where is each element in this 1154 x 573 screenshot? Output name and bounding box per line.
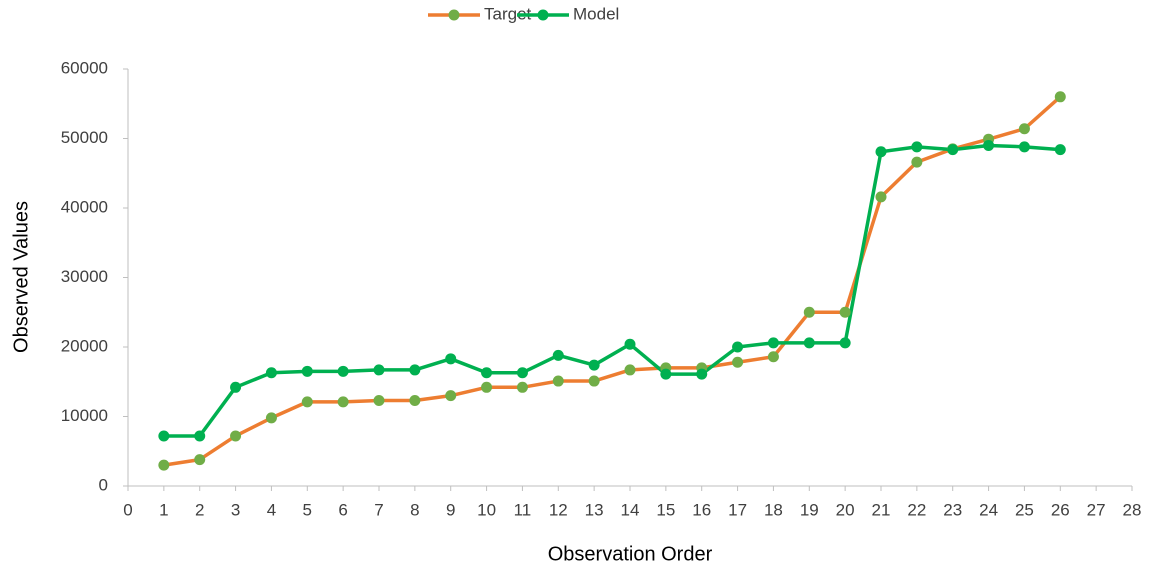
data-point — [803, 337, 815, 349]
y-tick-label: 20000 — [61, 336, 108, 355]
data-point — [337, 396, 349, 408]
x-tick-label: 9 — [446, 500, 455, 519]
x-tick-label: 17 — [728, 500, 747, 519]
x-tick-label: 12 — [549, 500, 568, 519]
x-axis-title: Observation Order — [548, 543, 713, 565]
data-point — [839, 337, 851, 349]
x-tick-label: 5 — [303, 500, 312, 519]
data-point — [767, 337, 779, 349]
data-point — [158, 430, 170, 442]
data-point — [158, 459, 170, 471]
x-tick-label: 3 — [231, 500, 240, 519]
data-point — [301, 396, 313, 408]
data-point — [516, 381, 528, 393]
x-tick-label: 11 — [514, 500, 532, 519]
x-tick-label: 0 — [123, 500, 132, 519]
data-point — [337, 365, 349, 377]
x-tick-label: 4 — [267, 500, 276, 519]
x-tick-label: 23 — [943, 500, 962, 519]
data-point — [983, 139, 995, 151]
data-point — [732, 341, 744, 353]
x-tick-label: 14 — [621, 500, 640, 519]
data-point — [696, 368, 708, 380]
x-tick-label: 8 — [410, 500, 419, 519]
legend-label: Target — [484, 4, 532, 23]
x-tick-label: 10 — [477, 500, 496, 519]
data-point — [516, 367, 528, 379]
data-point — [911, 141, 923, 153]
series-line — [163, 143, 1061, 438]
x-tick-label: 28 — [1123, 500, 1142, 519]
x-tick-label: 24 — [979, 500, 998, 519]
data-point — [445, 390, 457, 402]
x-tick-label: 2 — [195, 500, 204, 519]
x-tick-label: 19 — [800, 500, 819, 519]
x-tick-label: 1 — [159, 500, 168, 519]
data-point — [409, 364, 421, 376]
data-point — [588, 375, 600, 387]
data-point — [481, 367, 493, 379]
data-point — [732, 356, 744, 368]
y-tick-label: 10000 — [61, 406, 108, 425]
data-point — [1018, 141, 1030, 153]
x-tick-label: 26 — [1051, 500, 1070, 519]
data-point — [552, 349, 564, 361]
x-tick-label: 6 — [338, 500, 347, 519]
legend-label: Model — [573, 4, 619, 23]
data-point — [230, 430, 242, 442]
x-tick-label: 16 — [692, 500, 711, 519]
data-point — [194, 430, 206, 442]
x-tick-label: 21 — [872, 500, 891, 519]
data-point — [875, 146, 887, 158]
data-point — [301, 365, 313, 377]
data-point — [767, 351, 779, 363]
x-tick-label: 18 — [764, 500, 783, 519]
y-tick-label: 60000 — [61, 58, 108, 77]
data-point — [624, 338, 636, 350]
data-point — [265, 367, 277, 379]
x-tick-label: 22 — [907, 500, 926, 519]
y-axis-title: Observed Values — [10, 201, 32, 353]
data-point — [230, 381, 242, 393]
data-point — [624, 364, 636, 376]
data-point — [552, 375, 564, 387]
data-point — [911, 156, 923, 168]
data-point — [947, 144, 959, 156]
y-tick-label: 40000 — [61, 197, 108, 216]
data-point — [839, 306, 851, 318]
data-point — [481, 381, 493, 393]
x-tick-label: 15 — [656, 500, 675, 519]
x-tick-label: 13 — [585, 500, 604, 519]
data-point — [373, 364, 385, 376]
data-point — [445, 353, 457, 365]
legend-marker — [448, 9, 460, 21]
x-tick-label: 27 — [1087, 500, 1106, 519]
data-point — [194, 454, 206, 466]
data-point — [1054, 91, 1066, 103]
y-tick-label: 50000 — [61, 128, 108, 147]
data-point — [265, 412, 277, 424]
x-tick-label: 25 — [1015, 500, 1034, 519]
x-tick-label: 20 — [836, 500, 855, 519]
data-point — [875, 191, 887, 203]
legend-marker — [537, 9, 549, 21]
data-point — [588, 359, 600, 371]
data-point — [373, 395, 385, 407]
data-point — [1018, 123, 1030, 135]
data-point — [409, 395, 421, 407]
y-tick-label: 30000 — [61, 267, 108, 286]
data-point — [660, 368, 672, 380]
series-line — [163, 95, 1062, 467]
data-point — [803, 306, 815, 318]
data-point — [1054, 144, 1066, 156]
y-tick-label: 0 — [99, 475, 108, 494]
x-tick-label: 7 — [374, 500, 383, 519]
